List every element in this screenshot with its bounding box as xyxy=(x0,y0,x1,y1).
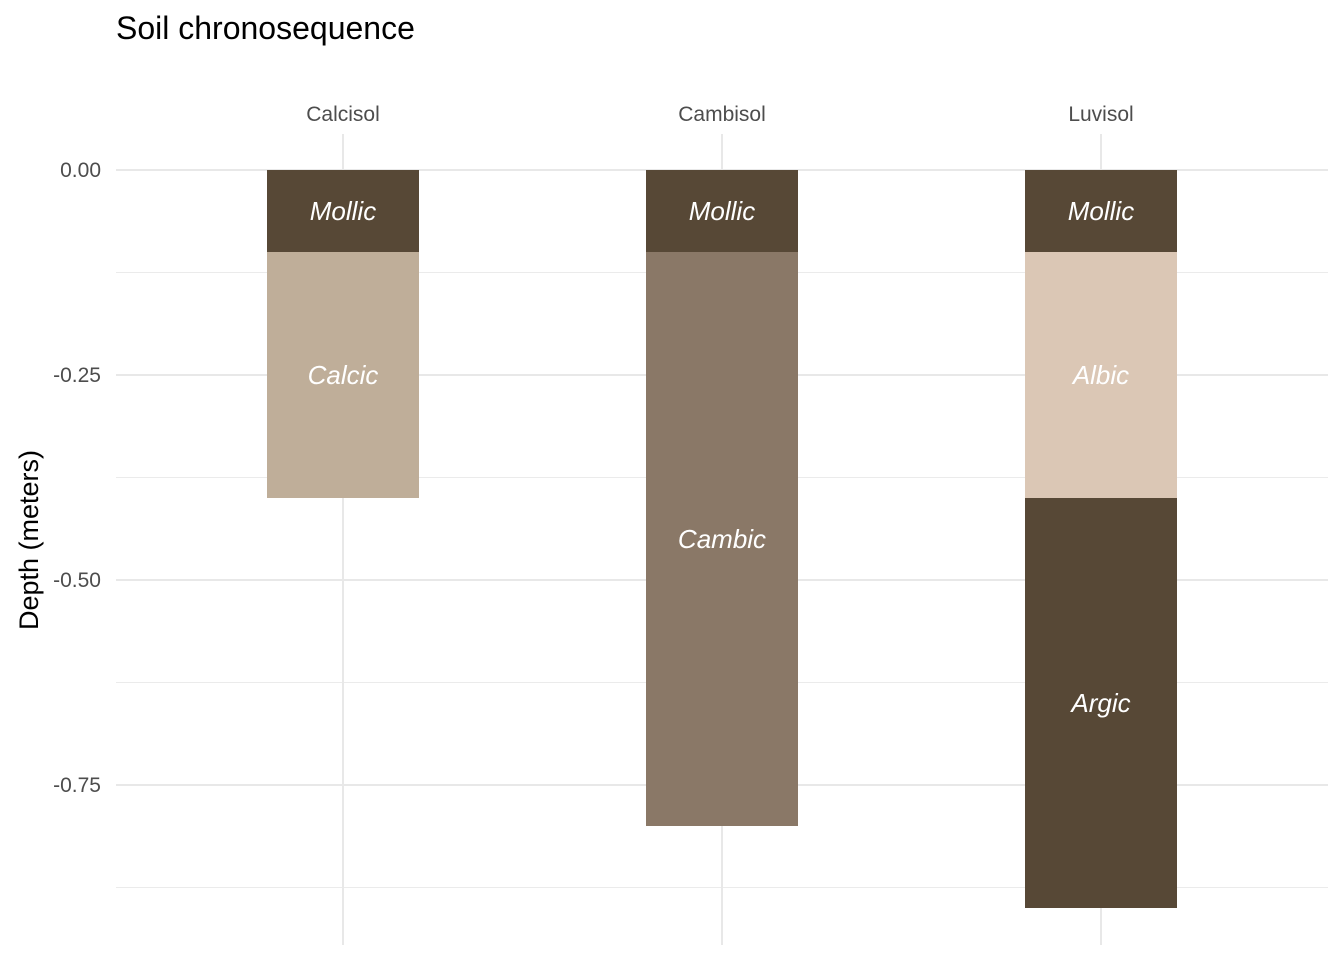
layer-bar xyxy=(1025,252,1177,498)
x-tick-labels: Calcisol Cambisol Luvisol xyxy=(306,103,1133,126)
layer-label: Albic xyxy=(1071,360,1129,390)
layer-bar xyxy=(646,252,798,826)
layer-bar xyxy=(1025,498,1177,908)
x-tick-label: Luvisol xyxy=(1068,103,1133,126)
layer-bar xyxy=(267,252,419,498)
y-tick-label: -0.50 xyxy=(53,569,101,592)
layer-labels: Mollic Calcic Mollic Cambic Mollic Albic Argic xyxy=(308,196,1135,718)
y-axis-title: Depth (meters) xyxy=(14,450,44,630)
chart-title: Soil chronosequence xyxy=(116,10,415,46)
x-tick-label: Calcisol xyxy=(306,103,380,126)
layer-label: Mollic xyxy=(1068,196,1134,226)
layer-label: Mollic xyxy=(689,196,755,226)
layer-label: Calcic xyxy=(308,360,379,390)
layer-bar xyxy=(646,170,798,252)
y-tick-label: -0.75 xyxy=(53,774,101,797)
bars xyxy=(267,170,1177,908)
layer-label: Argic xyxy=(1069,688,1130,718)
layer-label: Cambic xyxy=(678,524,766,554)
y-tick-label: -0.25 xyxy=(53,364,101,387)
x-tick-label: Cambisol xyxy=(678,103,766,126)
layer-bar xyxy=(267,170,419,252)
layer-label: Mollic xyxy=(310,196,376,226)
layer-bar xyxy=(1025,170,1177,252)
y-tick-label: 0.00 xyxy=(60,159,101,182)
y-tick-labels: 0.00 -0.25 -0.50 -0.75 xyxy=(53,159,101,797)
